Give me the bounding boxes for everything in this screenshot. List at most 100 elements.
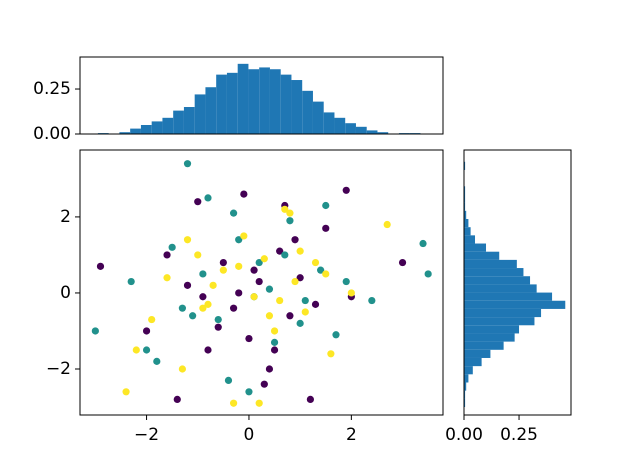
x-tick-label: 0.25 [500, 425, 538, 445]
point [255, 277, 263, 286]
point [235, 289, 243, 297]
point [270, 346, 279, 354]
bar [464, 202, 466, 211]
bar [173, 110, 184, 134]
point [398, 258, 407, 267]
bar [259, 67, 270, 134]
point [260, 380, 268, 388]
point [178, 365, 186, 373]
bar [162, 117, 174, 134]
point [163, 274, 171, 282]
point [322, 201, 330, 210]
bar [464, 243, 487, 252]
point [286, 209, 294, 217]
bar [464, 317, 535, 326]
x-tick-label: −2 [134, 425, 159, 445]
bar [464, 325, 520, 334]
bar [464, 341, 504, 350]
point [224, 376, 233, 385]
point [214, 323, 222, 331]
bar [269, 69, 281, 134]
point [183, 281, 192, 289]
x-tick-label: 2 [346, 425, 357, 445]
point [260, 255, 268, 263]
bar [464, 219, 469, 228]
point [194, 198, 202, 206]
point [214, 315, 222, 324]
axes-frame [463, 149, 572, 416]
bar [464, 268, 524, 277]
point [142, 346, 151, 354]
point [306, 395, 314, 404]
point [245, 334, 253, 343]
bar [226, 72, 238, 134]
point [229, 304, 238, 312]
bar [183, 107, 195, 134]
bar [366, 130, 378, 134]
point [127, 277, 135, 286]
point [368, 296, 376, 305]
bar [119, 132, 131, 134]
bar [464, 308, 542, 318]
point [219, 258, 227, 267]
bar [464, 284, 537, 293]
bar [464, 235, 476, 244]
point [291, 236, 299, 244]
point [194, 251, 202, 259]
point [173, 395, 181, 404]
point [296, 319, 304, 327]
point [199, 270, 207, 278]
point [419, 239, 427, 248]
point [250, 266, 258, 274]
bar [464, 194, 466, 203]
point [163, 251, 171, 259]
bar [464, 227, 471, 236]
point [301, 308, 309, 316]
point [342, 277, 350, 286]
point [276, 296, 284, 305]
bar [464, 210, 467, 220]
bar [464, 374, 469, 383]
point [342, 186, 350, 194]
bar [464, 333, 515, 342]
bar [464, 292, 553, 301]
axes-frame [79, 149, 444, 416]
bar [312, 101, 324, 134]
point [270, 327, 279, 335]
point [270, 338, 279, 346]
bar [345, 123, 356, 134]
bar [464, 366, 473, 375]
point [311, 300, 320, 308]
point [189, 312, 197, 320]
point [347, 289, 355, 297]
point [286, 312, 294, 320]
bar [216, 74, 227, 134]
point [265, 365, 274, 373]
bar [464, 161, 466, 170]
point [183, 160, 192, 168]
point [219, 266, 227, 274]
bar [291, 80, 303, 134]
bar [140, 125, 152, 134]
point [204, 346, 212, 354]
point [281, 251, 289, 259]
bar [302, 90, 313, 134]
point [132, 346, 140, 354]
y-tick-label: 0.00 [33, 124, 71, 144]
y-tick-label: 0.25 [33, 79, 71, 99]
point [204, 194, 212, 202]
bar [464, 390, 466, 399]
point [286, 217, 294, 225]
bar [323, 112, 335, 134]
y-tick-label: 2 [60, 207, 71, 227]
bar [237, 63, 249, 134]
bar [248, 69, 260, 134]
point [91, 327, 99, 335]
bar [464, 357, 482, 367]
point [296, 247, 304, 255]
bar [464, 251, 500, 260]
point [281, 205, 289, 213]
bar [194, 94, 206, 134]
point [183, 236, 192, 244]
point [240, 190, 248, 198]
